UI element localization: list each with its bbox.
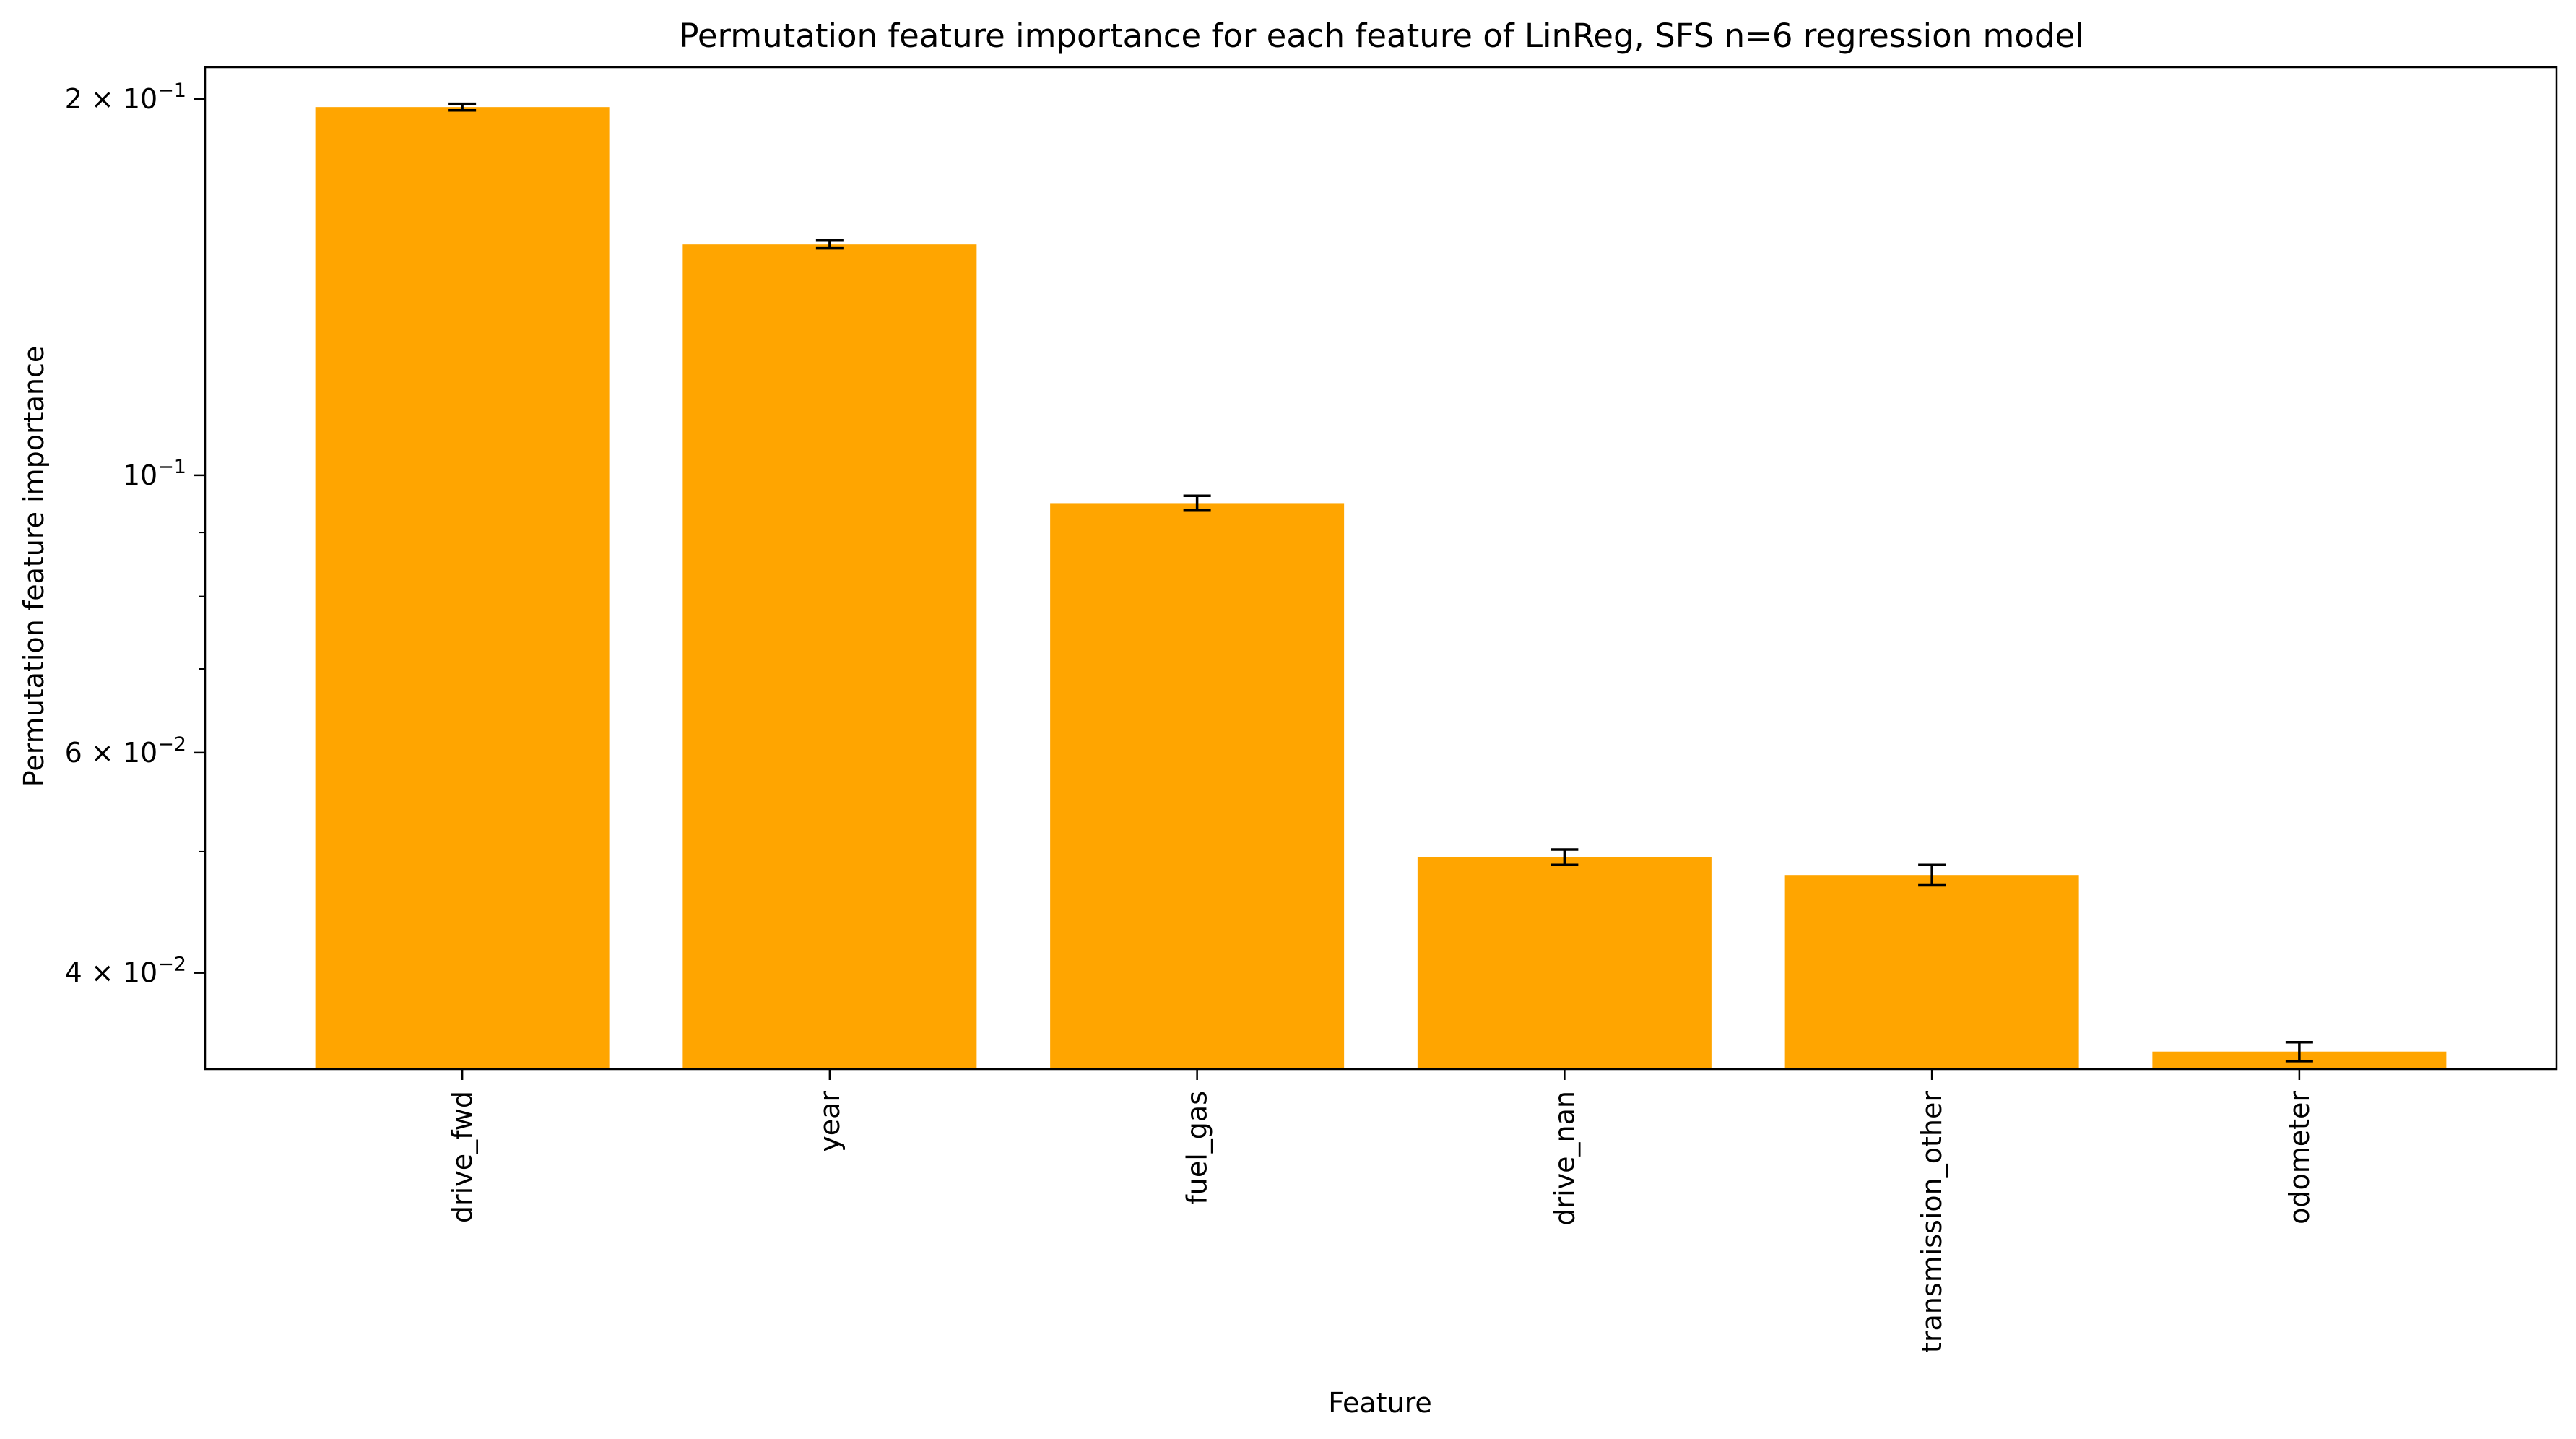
y-tick-label: 6 × 10−2 — [65, 733, 186, 769]
x-tick-label: drive_fwd — [446, 1091, 478, 1223]
x-tick-label: transmission_other — [1916, 1091, 1948, 1353]
x-axis-label: Feature — [1328, 1387, 1432, 1419]
bar-fuel-gas — [1050, 503, 1345, 1069]
chart-title: Permutation feature importance for each … — [679, 17, 2083, 55]
bar-drive-fwd — [315, 107, 610, 1070]
axes-frame — [204, 66, 2558, 1071]
bar-drive-nan — [1417, 857, 1712, 1069]
x-tick-label: odometer — [2284, 1091, 2315, 1224]
y-tick-label: 2 × 10−1 — [65, 79, 186, 115]
bar-transmission-other — [1784, 875, 2079, 1069]
x-tick-label: drive_nan — [1548, 1091, 1580, 1226]
y-tick-label: 4 × 10−2 — [65, 954, 186, 989]
x-tick-label: fuel_gas — [1181, 1091, 1213, 1205]
bar-year — [682, 244, 977, 1069]
plot-area: drive_fwd year fuel_gas drive_nan transmissi… — [65, 66, 2558, 1353]
y-tick-label: 10−1 — [123, 456, 186, 491]
y-axis-label: Permutation feature importance — [18, 346, 50, 787]
x-tick-label: year — [814, 1091, 846, 1152]
